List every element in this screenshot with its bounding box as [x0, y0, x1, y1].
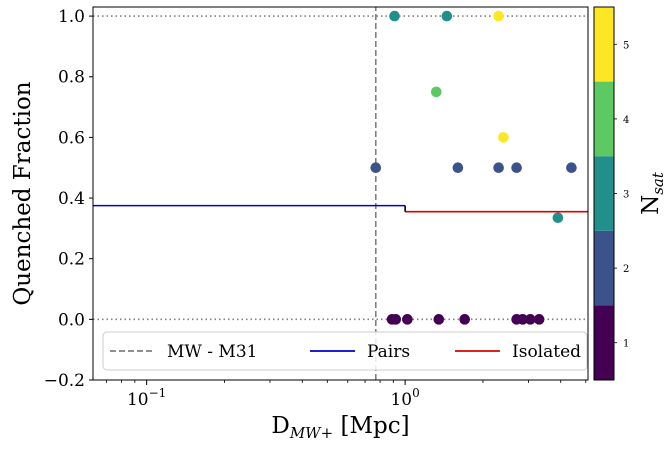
scatter-point	[459, 314, 470, 325]
colorbar-frame	[593, 6, 615, 381]
colorbar-tick-label: 2	[623, 264, 629, 275]
x-axis-label: DMW+ [Mpc]	[271, 413, 409, 442]
colorbar-segment	[594, 156, 614, 231]
scatter-point	[402, 314, 413, 325]
colorbar-segment	[594, 230, 614, 306]
colorbar-tick-label: 4	[623, 115, 629, 126]
y-tick-label: 0.6	[58, 128, 85, 148]
scatter-point	[430, 86, 442, 98]
colorbar-segment	[594, 81, 614, 157]
scatter-point	[493, 10, 504, 22]
y-tick-label: 0.0	[58, 310, 85, 330]
y-tick-label: 1.0	[58, 7, 85, 27]
scatter-point	[433, 314, 445, 325]
x-tick-label: 100	[390, 386, 419, 410]
legend-label: MW - M31	[167, 342, 257, 362]
scatter-point	[524, 314, 536, 325]
scatter-point	[511, 162, 522, 174]
colorbar-segment	[594, 305, 614, 380]
colorbar-tick-label: 1	[623, 339, 629, 350]
colorbar: 1 2 3 4 5 Nsat	[593, 6, 667, 381]
legend-label: Pairs	[367, 342, 410, 362]
colorbar-label: Nsat	[638, 171, 667, 215]
scatter-point	[389, 10, 400, 22]
legend-label: Isolated	[512, 342, 581, 362]
x-tick-label: 10−1	[127, 386, 166, 410]
y-tick-label: 0.8	[58, 68, 85, 88]
colorbar-segment	[594, 7, 614, 82]
y-tick-label: −0.2	[44, 371, 85, 391]
legend: MW - M31 Pairs Isolated	[102, 331, 588, 371]
plot-area	[93, 7, 588, 380]
colorbar-tick-label: 5	[623, 40, 629, 51]
scatter-point	[452, 162, 464, 174]
y-tick-label: 0.2	[58, 250, 85, 270]
scatter-point	[552, 212, 564, 224]
scatter-point	[441, 10, 453, 22]
y-axis-label: Quenched Fraction	[10, 81, 36, 305]
y-tick-label: 0.4	[58, 189, 85, 209]
scatter-point	[390, 314, 402, 325]
scatter-point	[517, 314, 528, 325]
axes: −0.2 0.0 0.2 0.4 0.6 0.8 1.0 10−1 100 DMW+ [Mpc] Q…	[10, 6, 589, 442]
scatter-point	[566, 162, 577, 174]
scatter-point	[493, 162, 504, 174]
scatter-point	[498, 132, 509, 143]
scatter-point	[533, 314, 545, 325]
scatter-point	[370, 162, 382, 174]
axes-frame	[92, 6, 589, 381]
colorbar-tick-label: 3	[623, 190, 629, 201]
